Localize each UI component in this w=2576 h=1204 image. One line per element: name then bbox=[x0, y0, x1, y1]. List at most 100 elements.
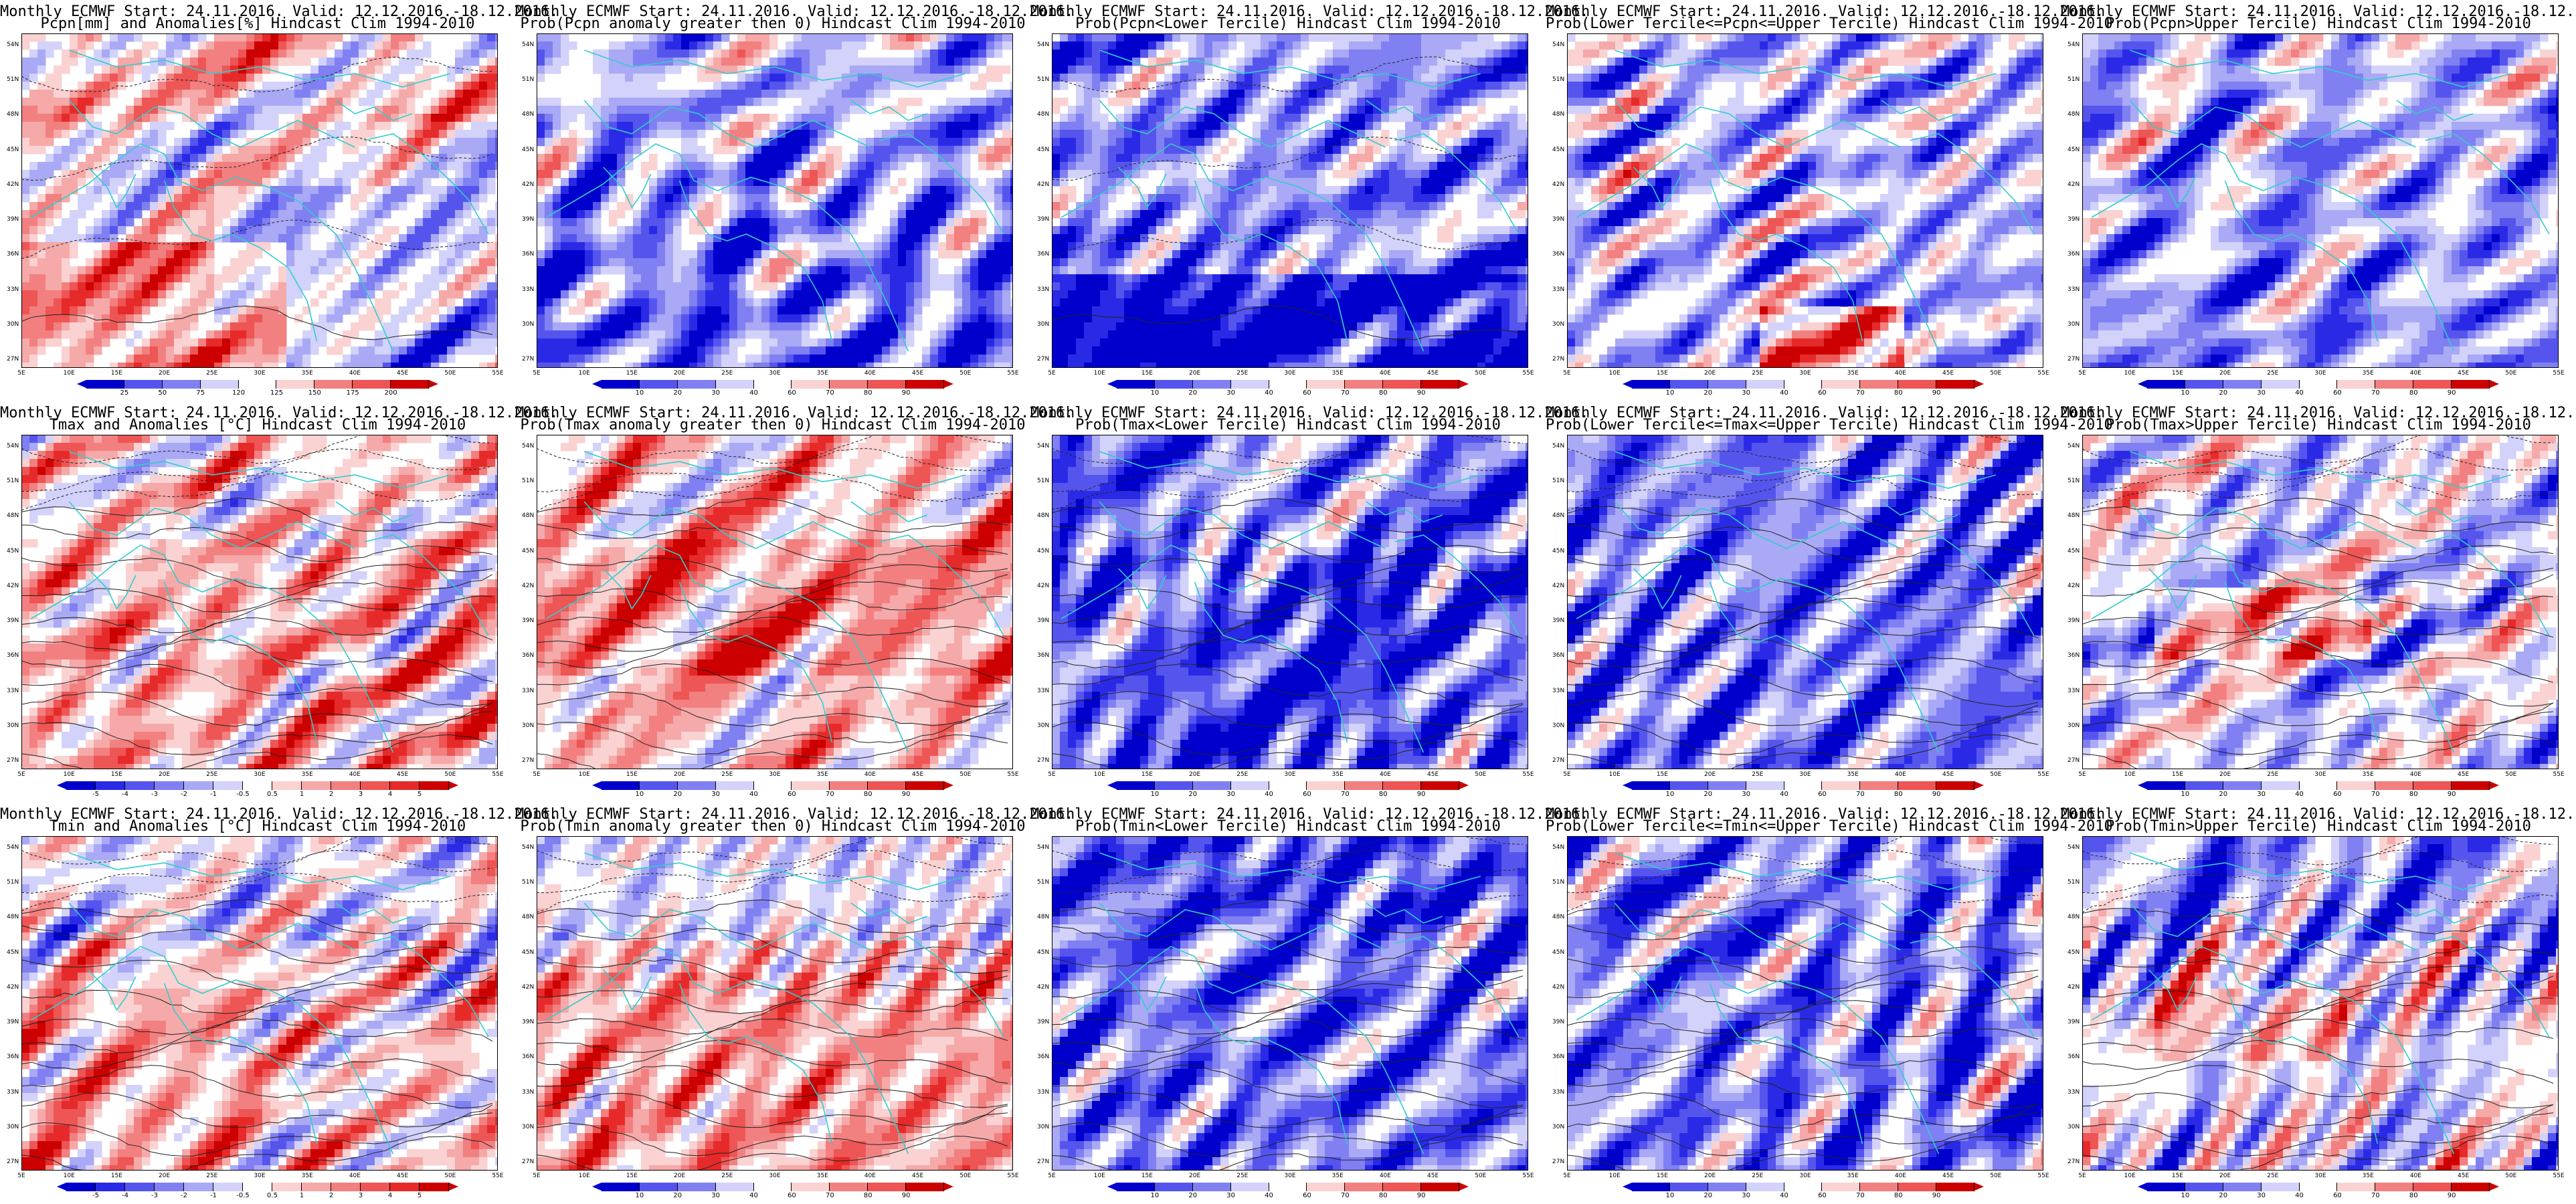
panel-title: Prob(Pcpn<Lower Tercile) Hindcast Clim 1… bbox=[1030, 16, 1546, 32]
colorbar-min-arrow bbox=[2138, 1183, 2147, 1191]
longitude-label: 35E bbox=[302, 370, 313, 377]
colorbar-tick-label: 90 bbox=[1417, 389, 1426, 397]
colorbar-swatch bbox=[1345, 781, 1384, 790]
longitude-label: 35E bbox=[1847, 1173, 1859, 1179]
longitude-label: 15E bbox=[2172, 771, 2183, 778]
latitude-label: 27N bbox=[2067, 757, 2080, 764]
latitude-label: 48N bbox=[2067, 111, 2080, 118]
colorbar-tick-label: 0.5 bbox=[267, 1192, 278, 1199]
colorbar-tick-label: 3 bbox=[359, 791, 363, 798]
colorbar-max-arrow bbox=[1974, 781, 1985, 789]
map-canvas bbox=[2082, 33, 2559, 368]
longitude-label: 25E bbox=[721, 771, 733, 778]
longitude-label: 5E bbox=[17, 1173, 25, 1179]
longitude-label: 20E bbox=[1704, 771, 1716, 778]
colorbar-tick-label: 20 bbox=[1704, 791, 1712, 798]
longitude-label: 25E bbox=[2267, 370, 2278, 377]
latitude-label: 33N bbox=[7, 688, 19, 694]
latitude-label: 48N bbox=[7, 512, 19, 519]
colorbar-min-arrow bbox=[1107, 1183, 1117, 1191]
colorbar-tick-label: 40 bbox=[749, 1192, 758, 1199]
longitude-label: 5E bbox=[1563, 771, 1570, 778]
latitude-label: 48N bbox=[1037, 512, 1049, 519]
panel-title: Prob(Lower Tercile<=Tmin<=Upper Tercile)… bbox=[1546, 819, 2113, 835]
longitude-label: 35E bbox=[2363, 771, 2374, 778]
latitude-label: 36N bbox=[2067, 251, 2080, 258]
longitude-label: 45E bbox=[912, 771, 923, 778]
longitude-label: 45E bbox=[1427, 771, 1439, 778]
latitude-label: 30N bbox=[522, 321, 534, 328]
longitude-label: 35E bbox=[1847, 771, 1859, 778]
colorbar-swatch bbox=[2413, 1183, 2452, 1191]
longitude-label: 55E bbox=[492, 370, 503, 377]
latitude-label: 48N bbox=[7, 111, 19, 118]
colorbar-swatch bbox=[792, 380, 830, 389]
colorbar-labels: 10 20 30 40 60 70 80 90 bbox=[1107, 389, 1469, 397]
latitude-label: 54N bbox=[1037, 443, 1049, 449]
colorbar-swatch bbox=[1822, 1183, 1861, 1191]
longitude-label: 5E bbox=[533, 1173, 540, 1179]
longitude-label: 30E bbox=[1284, 1173, 1295, 1179]
longitude-label: 15E bbox=[1141, 771, 1153, 778]
longitude-label: 40E bbox=[1380, 771, 1391, 778]
latitude-label: 30N bbox=[7, 722, 19, 729]
colorbar-swatch bbox=[715, 380, 754, 389]
latitude-label: 33N bbox=[2067, 286, 2080, 293]
colorbar-tick-label: 80 bbox=[1379, 791, 1388, 798]
longitude-label: 25E bbox=[206, 370, 217, 377]
colorbar-tick-label: 80 bbox=[1379, 1192, 1388, 1199]
colorbar-tick-label: 70 bbox=[1341, 791, 1350, 798]
colorbar-swatch bbox=[677, 380, 716, 389]
forecast-panel: Monthly ECMWF Start: 24.11.2016. Valid: … bbox=[2061, 803, 2576, 1204]
colorbar-swatch bbox=[361, 781, 390, 790]
longitude-label: 20E bbox=[2219, 771, 2231, 778]
longitude-label: 15E bbox=[626, 771, 638, 778]
colorbar-swatch bbox=[639, 781, 678, 790]
longitude-label: 10E bbox=[1094, 370, 1105, 377]
latitude-label: 48N bbox=[1037, 111, 1049, 118]
colorbar-labels: 10 20 30 40 60 70 80 90 bbox=[2138, 791, 2499, 799]
colorbar-swatch bbox=[1784, 781, 1823, 790]
longitude-label: 40E bbox=[1380, 1173, 1391, 1179]
forecast-map bbox=[21, 836, 498, 1171]
colorbar-swatch bbox=[602, 380, 640, 389]
colorbar-tick-label: 60 bbox=[2333, 791, 2342, 798]
longitude-label: 55E bbox=[2553, 1173, 2564, 1179]
colorbar-swatch bbox=[1269, 1183, 1307, 1191]
colorbar-tick-label: 20 bbox=[2219, 791, 2227, 798]
colorbar-swatch bbox=[420, 1183, 449, 1191]
colorbar-tick-label: 30 bbox=[1226, 1192, 1235, 1199]
latitude-label: 51N bbox=[1037, 76, 1049, 83]
latitude-label: 39N bbox=[7, 1019, 19, 1025]
forecast-panel: Monthly ECMWF Start: 24.11.2016. Valid: … bbox=[1546, 0, 2113, 401]
colorbar-swatch bbox=[124, 380, 163, 389]
latitude-label: 27N bbox=[1037, 1159, 1049, 1165]
colorbar-tick-label: 30 bbox=[1742, 389, 1750, 397]
map-canvas bbox=[1052, 435, 1528, 769]
latitude-label: 36N bbox=[1037, 652, 1049, 659]
colorbar-tick-label: 40 bbox=[2295, 389, 2304, 397]
colorbar-swatch bbox=[391, 380, 430, 389]
latitude-label: 36N bbox=[1552, 1054, 1564, 1060]
map-canvas bbox=[1567, 836, 2043, 1171]
colorbar-tick-label: 30 bbox=[1226, 791, 1235, 798]
forecast-map bbox=[1052, 33, 1528, 368]
colorbar-swatch bbox=[2223, 781, 2262, 790]
latitude-label: 48N bbox=[1552, 914, 1564, 920]
colorbar-tick-label: -3 bbox=[151, 791, 158, 798]
colorbar-tick-label: 20 bbox=[1704, 389, 1712, 397]
panel-title: Prob(Tmax anomaly greater then 0) Hindca… bbox=[515, 417, 1030, 433]
longitude-label: 15E bbox=[1657, 370, 1668, 377]
colorbar-swatch bbox=[2337, 781, 2376, 790]
colorbar-tick-label: 20 bbox=[2219, 389, 2227, 397]
longitude-label: 35E bbox=[302, 771, 313, 778]
longitude-label: 40E bbox=[349, 771, 361, 778]
colorbar-swatch bbox=[2223, 1183, 2262, 1191]
latitude-label: 48N bbox=[522, 111, 534, 118]
colorbar-swatch bbox=[2147, 1183, 2185, 1191]
colorbar-swatch bbox=[1708, 380, 1746, 389]
panel-header: Monthly ECMWF Start: 24.11.2016. Valid: … bbox=[515, 807, 1073, 823]
panel-header: Monthly ECMWF Start: 24.11.2016. Valid: … bbox=[1546, 405, 2104, 421]
colorbar-swatch bbox=[213, 1183, 243, 1191]
colorbar-swatch bbox=[2147, 380, 2185, 389]
